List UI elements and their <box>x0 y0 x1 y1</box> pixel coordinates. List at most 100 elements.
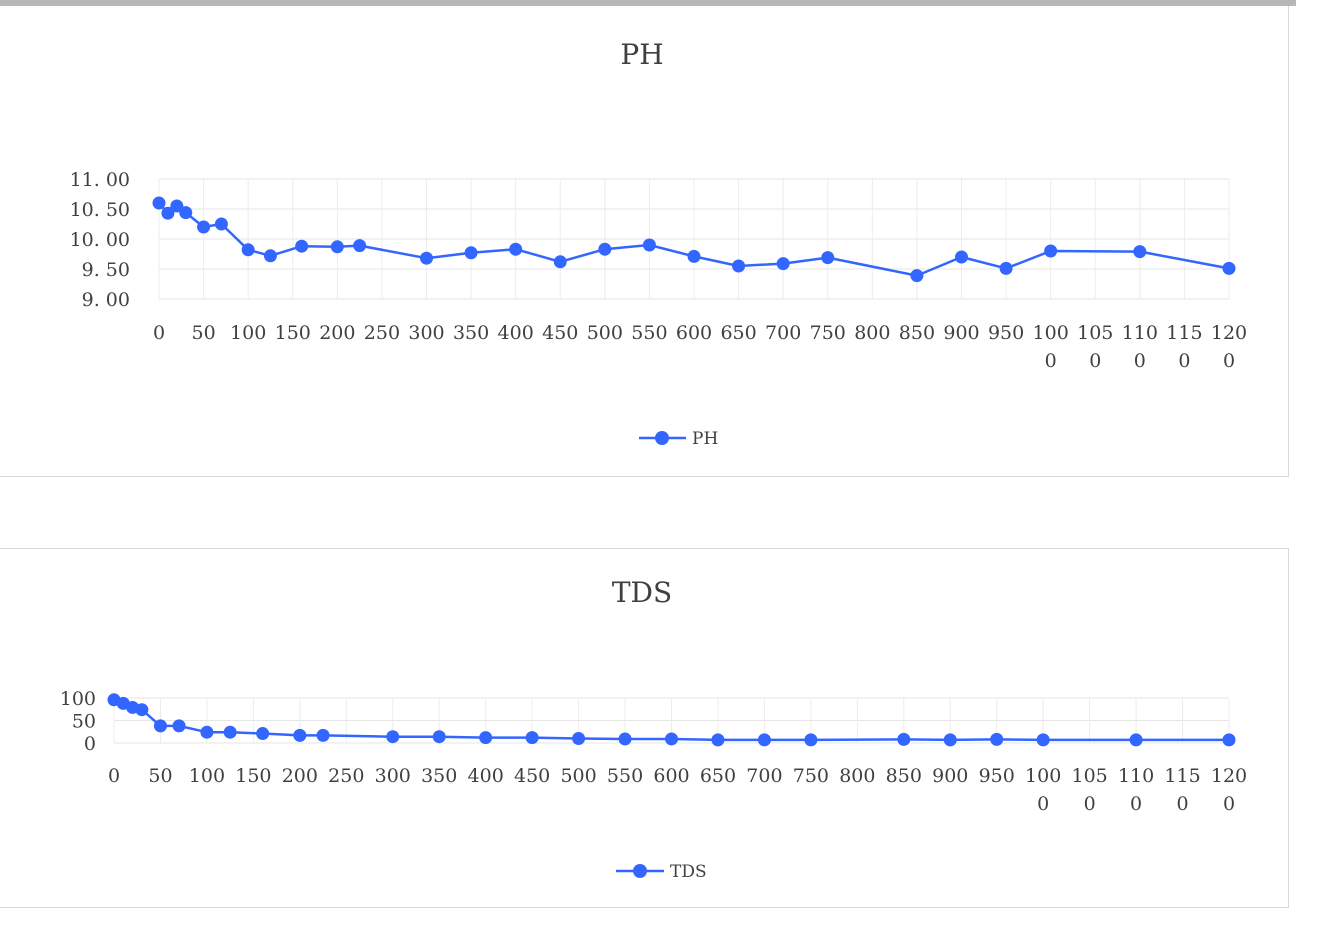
tds-x-tick-label: 100 0 <box>1025 765 1061 815</box>
ph-x-tick-label: 115 0 <box>1166 322 1202 372</box>
tds-x-tick-label: 950 <box>979 765 1015 787</box>
tds-data-point <box>618 732 632 746</box>
ph-x-tick-label: 400 <box>498 322 534 344</box>
tds-x-tick-label: 300 <box>375 765 411 787</box>
tds-data-point <box>525 731 539 745</box>
ph-data-point <box>821 251 835 265</box>
ph-x-tick-label: 0 <box>153 322 165 344</box>
tds-data-point <box>432 730 446 744</box>
ph-y-axis: 11. 00 10. 50 10. 00 9. 50 9. 00 <box>70 169 130 311</box>
ph-legend: PH <box>639 429 718 449</box>
tds-data-point <box>1222 733 1236 747</box>
ph-x-tick-label: 550 <box>631 322 667 344</box>
ph-series <box>152 196 1236 283</box>
tds-data-point <box>943 733 957 747</box>
ph-x-tick-label: 150 <box>275 322 311 344</box>
ph-grid <box>158 178 1230 300</box>
ph-data-point <box>509 242 523 256</box>
ph-data-point <box>263 249 277 263</box>
tds-data-point <box>757 733 771 747</box>
tds-x-tick-label: 105 0 <box>1071 765 1107 815</box>
ph-y-tick-label: 10. 00 <box>70 229 130 251</box>
tds-x-tick-label: 200 <box>282 765 318 787</box>
ph-x-tick-label: 300 <box>408 322 444 344</box>
tds-x-tick-label: 120 0 <box>1211 765 1247 815</box>
tds-chart-panel: TDS 100 50 0 0 50 100 150 200 250 300 350 400 450 50… <box>0 548 1289 908</box>
tds-x-tick-label: 0 <box>108 765 120 787</box>
tds-data-point <box>711 733 725 747</box>
ph-x-tick-label: 750 <box>810 322 846 344</box>
ph-x-tick-label: 450 <box>542 322 578 344</box>
tds-data-point <box>386 730 400 744</box>
ph-x-tick-label: 650 <box>720 322 756 344</box>
ph-x-tick-label: 120 0 <box>1211 322 1247 372</box>
tds-data-point <box>572 732 586 745</box>
ph-x-tick-label: 900 <box>943 322 979 344</box>
tds-x-tick-label: 100 <box>189 765 225 787</box>
ph-y-tick-label: 9. 50 <box>82 259 130 281</box>
ph-chart-panel: PH 11. 00 10. 50 10. 00 9. 50 9. 00 0 50 100 15… <box>0 6 1289 477</box>
tds-data-point <box>990 732 1004 746</box>
ph-y-tick-label: 11. 00 <box>70 169 130 191</box>
ph-x-tick-label: 700 <box>765 322 801 344</box>
tds-x-tick-label: 250 <box>328 765 364 787</box>
ph-x-tick-label: 350 <box>453 322 489 344</box>
ph-data-point <box>353 239 367 253</box>
tds-data-point <box>1036 733 1050 747</box>
ph-legend-label: PH <box>692 429 718 449</box>
ph-data-point <box>910 269 924 283</box>
ph-data-point <box>732 259 746 273</box>
tds-data-point <box>223 725 237 739</box>
tds-y-tick-label: 0 <box>84 733 96 755</box>
tds-legend-label: TDS <box>670 862 707 882</box>
tds-data-point <box>200 725 214 739</box>
ph-data-point <box>295 239 309 253</box>
tds-series <box>107 693 1236 747</box>
ph-legend-marker <box>655 431 669 445</box>
ph-data-point <box>776 257 790 271</box>
ph-data-point <box>553 255 567 269</box>
ph-data-point <box>999 261 1013 275</box>
tds-x-axis: 0 50 100 150 200 250 300 350 400 450 500 550 600 650 7… <box>108 765 1247 815</box>
tds-x-tick-label: 400 <box>468 765 504 787</box>
tds-data-point <box>665 732 678 746</box>
tds-data-point <box>479 731 493 745</box>
tds-data-point <box>293 728 307 742</box>
ph-x-tick-label: 850 <box>899 322 935 344</box>
tds-x-tick-label: 50 <box>148 765 172 787</box>
tds-x-tick-label: 600 <box>653 765 689 787</box>
tds-x-tick-label: 350 <box>421 765 457 787</box>
ph-chart-title: PH <box>620 38 663 71</box>
ph-y-tick-label: 9. 00 <box>82 289 130 311</box>
ph-x-tick-label: 800 <box>854 322 890 344</box>
ph-data-point <box>1044 244 1058 258</box>
ph-data-point <box>170 199 184 213</box>
tds-legend: TDS <box>616 862 707 882</box>
ph-data-point <box>330 240 344 254</box>
tds-data-point <box>135 703 149 717</box>
tds-x-tick-label: 900 <box>932 765 968 787</box>
tds-x-tick-label: 115 0 <box>1164 765 1200 815</box>
ph-x-tick-label: 950 <box>988 322 1024 344</box>
tds-x-tick-label: 650 <box>700 765 736 787</box>
ph-x-tick-label: 600 <box>676 322 712 344</box>
ph-data-point <box>1133 245 1147 259</box>
tds-x-tick-label: 850 <box>886 765 922 787</box>
ph-data-point <box>955 250 968 264</box>
tds-y-tick-label: 100 <box>60 688 96 710</box>
tds-y-tick-label: 50 <box>72 711 96 733</box>
tds-x-tick-label: 500 <box>560 765 596 787</box>
ph-data-point <box>464 246 478 260</box>
ph-y-tick-label: 10. 50 <box>70 199 130 221</box>
ph-data-point <box>161 206 175 220</box>
ph-chart: PH 11. 00 10. 50 10. 00 9. 50 9. 00 0 50 100 15… <box>70 38 1248 449</box>
tds-data-point <box>172 719 186 733</box>
tds-x-tick-label: 800 <box>839 765 875 787</box>
ph-data-point <box>179 206 193 220</box>
ph-data-point <box>420 251 433 265</box>
ph-x-tick-label: 50 <box>191 322 215 344</box>
tds-x-tick-label: 110 0 <box>1118 765 1154 815</box>
tds-data-point <box>804 733 818 747</box>
